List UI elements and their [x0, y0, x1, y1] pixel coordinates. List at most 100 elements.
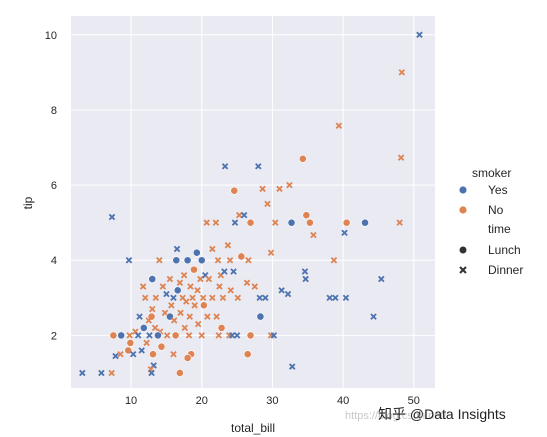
scatter-point — [176, 279, 184, 287]
scatter-point — [183, 354, 192, 362]
scatter-point — [212, 219, 220, 226]
scatter-point — [398, 69, 406, 76]
scatter-point — [286, 181, 293, 189]
scatter-point — [143, 339, 150, 347]
scatter-point — [342, 218, 351, 227]
legend-label-lunch: Lunch — [488, 243, 521, 257]
scatter-point — [370, 313, 377, 320]
scatter-point — [302, 211, 311, 220]
legend-style-title: time — [488, 222, 511, 236]
scatter-point — [227, 287, 234, 294]
scatter-point — [198, 332, 205, 339]
scatter-point — [126, 332, 133, 339]
scatter-point — [215, 332, 222, 339]
scatter-point — [256, 294, 263, 302]
scatter-point — [330, 257, 338, 264]
legend-marker-yes — [458, 185, 468, 195]
scatter-point — [342, 294, 350, 302]
scatter-point — [108, 213, 116, 221]
scatter-point — [226, 257, 234, 264]
scatter-point — [245, 257, 252, 264]
scatter-point — [177, 309, 184, 317]
scatter-point — [361, 218, 369, 227]
scatter-point — [243, 350, 252, 359]
scatter-point — [191, 302, 198, 309]
plot-area — [71, 16, 435, 388]
scatter-point — [214, 257, 222, 264]
scatter-point — [255, 163, 262, 170]
scatter-point — [182, 298, 190, 305]
scatter-point — [278, 287, 285, 294]
scatter-point — [243, 279, 251, 287]
scatter-point — [199, 301, 208, 310]
scatter-point — [108, 369, 115, 377]
scatter-point — [335, 122, 343, 129]
scatter-point — [181, 324, 189, 332]
legend-marker-dinner — [459, 266, 467, 274]
legend-marker-lunch — [459, 246, 467, 254]
watermark-url: https://blog.csdn.net/ — [345, 410, 447, 422]
scatter-point — [171, 331, 180, 340]
scatter-point — [146, 332, 153, 339]
scatter-point — [148, 369, 155, 377]
scatter-point — [262, 294, 269, 302]
scatter-point — [209, 294, 216, 302]
scatter-point — [170, 317, 178, 324]
scatter-point — [157, 342, 166, 351]
scatter-point — [139, 323, 148, 332]
legend-label-no: No — [488, 203, 504, 217]
scatter-point — [183, 256, 192, 265]
scatter-point — [194, 320, 202, 328]
scatter-point — [246, 218, 255, 227]
scatter-point — [396, 219, 403, 226]
y-tick-label: 10 — [45, 30, 57, 42]
scatter-point — [203, 219, 210, 226]
scatter-point — [149, 350, 157, 359]
scatter-point — [139, 283, 147, 290]
y-tick-label: 6 — [51, 180, 57, 192]
scatter-point — [264, 200, 271, 208]
scatter-point — [284, 290, 292, 298]
scatter-point — [109, 331, 118, 340]
x-tick-label: 10 — [125, 395, 137, 407]
scatter-point — [213, 313, 220, 320]
scatter-point — [256, 312, 265, 321]
scatter-point — [341, 229, 348, 237]
scatter-point — [129, 350, 137, 358]
scatter-point — [186, 313, 193, 320]
scatter-point — [231, 219, 239, 226]
legend-label-dinner: Dinner — [488, 263, 523, 277]
scatter-point — [205, 275, 213, 283]
scatter-point — [172, 256, 181, 265]
y-tick-label: 8 — [51, 105, 57, 117]
scatter-point — [189, 294, 196, 302]
legend-marker-no — [458, 205, 468, 215]
scatter-point — [233, 332, 241, 339]
y-tick-labels: 2 4 6 8 10 — [45, 30, 57, 343]
scatter-point — [288, 363, 296, 370]
scatter-point — [173, 286, 182, 295]
scatter-point — [197, 256, 206, 265]
scatter-point — [148, 275, 157, 283]
scatter-point — [138, 347, 145, 354]
scatter-point — [187, 283, 194, 290]
scatter-point — [194, 287, 201, 294]
scatter-point — [134, 332, 142, 339]
scatter-point — [136, 313, 143, 320]
scatter-point — [125, 257, 133, 264]
scatter-point — [219, 294, 227, 302]
scatter-point — [332, 294, 339, 302]
scatter-point — [237, 252, 246, 261]
x-tick-label: 30 — [266, 395, 278, 407]
scatter-point — [302, 275, 309, 283]
scatter-point — [163, 290, 170, 298]
x-tick-labels: 10 20 30 40 50 — [125, 395, 420, 407]
scatter-point — [192, 248, 201, 257]
scatter-point — [141, 294, 149, 302]
scatter-point — [310, 231, 317, 239]
scatter-point — [145, 317, 152, 324]
scatter-point — [185, 332, 193, 339]
scatter-point — [270, 332, 278, 339]
scatter-point — [416, 31, 423, 39]
scatter-point — [180, 272, 188, 279]
